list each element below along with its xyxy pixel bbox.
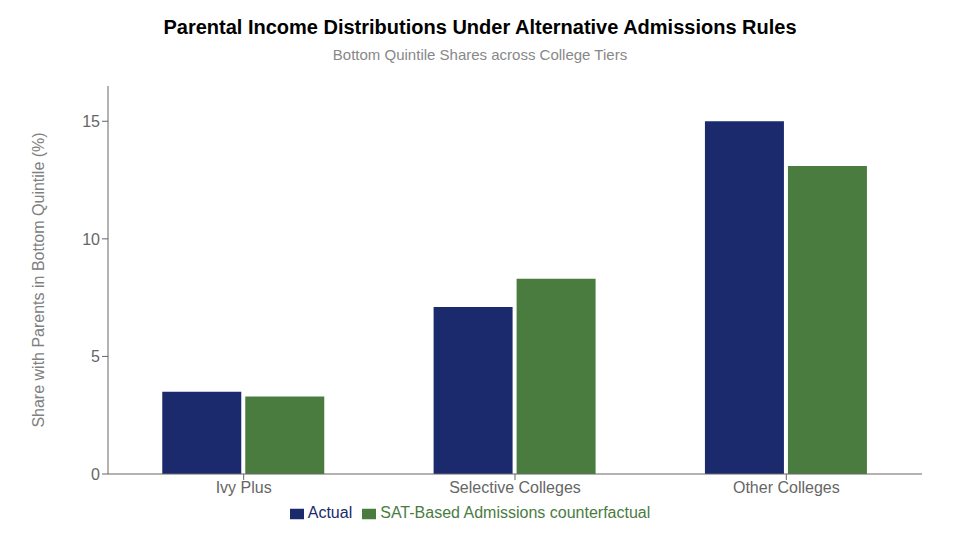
- svg-text:Share with Parents in Bottom Q: Share with Parents in Bottom Quintile (%…: [30, 132, 47, 427]
- svg-text:0: 0: [91, 466, 100, 483]
- html-text:Actual: Actual: [307, 504, 353, 521]
- html-text:Bottom Quintile Shares across: Bottom Quintile Shares across College Ti…: [332, 46, 628, 63]
- svg-text:10: 10: [82, 231, 100, 248]
- svg-text:Other Colleges: Other Colleges: [733, 479, 840, 496]
- svg-text:15: 15: [82, 113, 100, 130]
- html-text:Parental Income Distributions: Parental Income Distributions Under Alte…: [163, 16, 797, 38]
- svg-text:Selective Colleges: Selective Colleges: [449, 479, 581, 496]
- svg-text:5: 5: [91, 348, 100, 365]
- svg-text:Ivy Plus: Ivy Plus: [216, 479, 272, 496]
- html-text:SAT-Based Admissions counterfa: SAT-Based Admissions counterfactual: [380, 504, 651, 521]
